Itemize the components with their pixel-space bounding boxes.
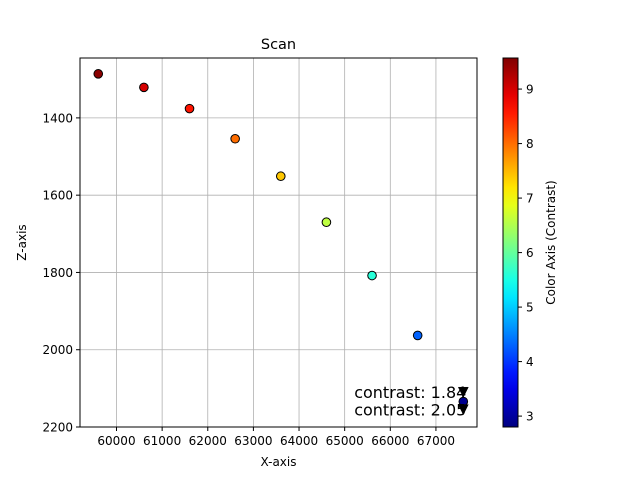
- triangle-marker: [457, 386, 469, 398]
- x-tick-label: 61000: [143, 434, 181, 448]
- scatter-point: [367, 270, 377, 281]
- x-axis-ticks: 60000 61000 62000 63000 64000 65000 66000 67000: [97, 427, 455, 448]
- colorbar-tick-label: 9: [526, 83, 534, 97]
- x-tick-label: 64000: [280, 434, 318, 448]
- y-tick-label: 1400: [42, 111, 73, 125]
- y-tick-label: 2000: [42, 343, 73, 357]
- scatter-point: [93, 69, 104, 79]
- data-points: [93, 69, 469, 407]
- x-tick-label: 66000: [371, 434, 409, 448]
- scatter-point: [230, 133, 240, 144]
- scatter-point: [321, 217, 332, 228]
- colorbar: 3 4 5 6 7 8 9 Color Axis (Contrast): [502, 57, 558, 428]
- colorbar-tick-label: 7: [526, 192, 534, 206]
- annotation-label: contrast: 1.84: [354, 383, 466, 402]
- colorbar-label: Color Axis (Contrast): [544, 180, 558, 305]
- colorbar-tick-label: 6: [526, 246, 534, 260]
- scatter-point: [139, 82, 149, 93]
- x-tick-label: 67000: [417, 434, 455, 448]
- x-tick-label: 63000: [234, 434, 272, 448]
- plot-frame: [79, 57, 478, 428]
- colorbar-tick-label: 8: [526, 137, 534, 151]
- colorbar-ticks: 3 4 5 6 7 8 9: [518, 83, 534, 424]
- y-axis-ticks: 1400 1600 1800 2000 2200: [42, 111, 80, 435]
- y-tick-label: 1800: [42, 266, 73, 280]
- x-tick-label: 65000: [326, 434, 364, 448]
- triangle-marker: [457, 404, 469, 416]
- scatter-point: [184, 103, 195, 114]
- scatter-point: [275, 171, 286, 182]
- annotation-label: contrast: 2.05: [354, 401, 466, 420]
- colorbar-tick-label: 5: [526, 301, 534, 315]
- y-axis-label: Z-axis: [15, 224, 29, 260]
- grid-lines: [80, 58, 477, 428]
- chart-title: Scan: [261, 37, 296, 53]
- colorbar-gradient: [502, 57, 519, 428]
- annotation-markers: [457, 386, 469, 416]
- x-tick-label: 60000: [97, 434, 135, 448]
- y-tick-label: 1600: [42, 189, 73, 203]
- x-tick-label: 62000: [189, 434, 227, 448]
- x-axis-label: X-axis: [261, 455, 297, 469]
- scatter-point: [412, 330, 423, 341]
- colorbar-tick-label: 4: [526, 355, 534, 369]
- y-tick-label: 2200: [42, 421, 73, 435]
- colorbar-tick-label: 3: [526, 410, 534, 424]
